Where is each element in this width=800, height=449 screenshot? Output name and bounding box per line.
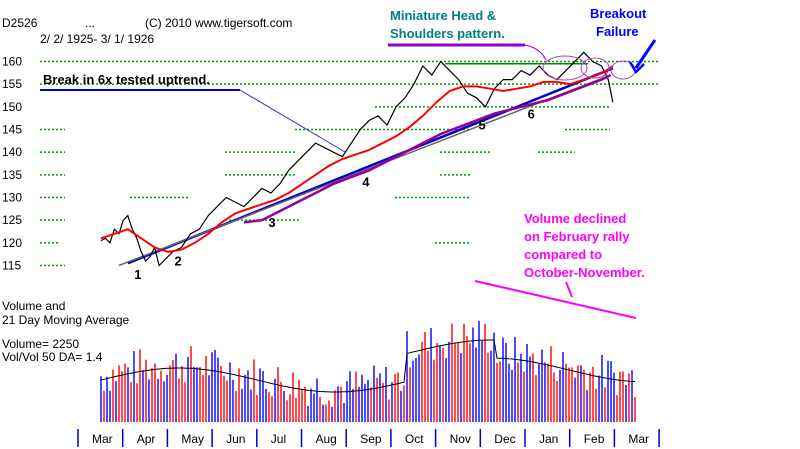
trendline xyxy=(118,74,611,267)
annotation-break-uptrend: Break in 6x tested uptrend. xyxy=(43,72,210,87)
volume-title: Volume and xyxy=(2,299,65,313)
y-tick-label: 145 xyxy=(2,123,22,137)
left-shoulder-circle xyxy=(542,55,588,81)
month-label: Jul xyxy=(271,432,286,446)
annotation-head-shoulders-2: Shoulders pattern. xyxy=(390,26,505,41)
annotation-breakout: Breakout xyxy=(590,6,647,21)
month-axis: Mar Apr May Jun Jul Aug Sep Oct Nov Dec Jan Feb Mar xyxy=(77,429,660,447)
touch-point-label: 3 xyxy=(268,215,275,230)
month-label: Feb xyxy=(584,432,605,446)
month-label: Dec xyxy=(494,432,515,446)
copyright-text: (C) 2010 www.tigersoft.com xyxy=(145,16,292,30)
head-circle xyxy=(580,57,610,79)
month-label: Sep xyxy=(360,432,382,446)
y-tick-label: 140 xyxy=(2,145,22,159)
annotation-volume-4: October-November. xyxy=(524,265,645,280)
touch-point-label: 1 xyxy=(134,267,141,282)
touch-point-label: 2 xyxy=(175,254,182,269)
trendline-touch-points: 1 2 3 4 5 6 xyxy=(134,106,535,282)
month-label: May xyxy=(181,432,204,446)
y-tick-label: 160 xyxy=(2,55,22,69)
volume-bars xyxy=(100,320,636,422)
price-series xyxy=(100,51,614,267)
month-label: Mar xyxy=(92,432,113,446)
annotation-volume-2: on February rally xyxy=(524,229,630,244)
month-label: Jun xyxy=(226,432,245,446)
month-label: Jan xyxy=(539,432,558,446)
y-tick-label: 120 xyxy=(2,236,22,250)
volume-subtitle: 21 Day Moving Average xyxy=(2,313,130,327)
annotation-head-shoulders-1: Miniature Head & xyxy=(390,8,496,23)
month-label: Mar xyxy=(628,432,649,446)
price-axis: 115 120 125 130 135 140 145 150 155 160 xyxy=(2,55,22,273)
touch-point-label: 6 xyxy=(528,106,535,121)
month-label: Apr xyxy=(137,432,156,446)
series-line xyxy=(100,65,614,253)
header-ellipsis: ... xyxy=(85,16,95,30)
month-label: Oct xyxy=(405,432,424,446)
touch-point-label: 4 xyxy=(362,174,370,189)
trendlines xyxy=(118,63,614,267)
series-line xyxy=(100,51,614,267)
series-line xyxy=(243,73,612,224)
month-label: Aug xyxy=(316,432,337,446)
price-gridlines xyxy=(40,60,660,267)
annotation-volume-3: compared to xyxy=(524,247,602,262)
ticker-label: D2526 xyxy=(2,16,38,30)
breakout-failure-arrowhead xyxy=(628,61,645,75)
y-tick-label: 135 xyxy=(2,168,22,182)
y-tick-label: 125 xyxy=(2,213,22,227)
y-tick-label: 150 xyxy=(2,100,22,114)
annotation-break-pointer xyxy=(239,89,346,153)
y-tick-label: 115 xyxy=(2,259,21,273)
volume-readout: Volume= 2250 xyxy=(2,337,79,351)
annotation-failure: Failure xyxy=(596,24,639,39)
y-tick-label: 155 xyxy=(2,77,22,91)
volume-moving-average-line xyxy=(100,339,636,393)
breakout-failure-arrow xyxy=(634,39,657,69)
volume-decline-pointer xyxy=(565,281,573,298)
volume-decline-line xyxy=(474,280,637,319)
vol-ratio-readout: Vol/Vol 50 DA= 1.4 xyxy=(2,350,103,364)
y-tick-label: 130 xyxy=(2,191,22,205)
month-label: Nov xyxy=(450,432,471,446)
date-range: 2/ 2/ 1925- 3/ 1/ 1926 xyxy=(40,32,154,46)
touch-point-label: 5 xyxy=(478,118,485,133)
annotation-head-shoulders-pointer xyxy=(524,44,547,61)
annotation-volume-1: Volume declined xyxy=(524,211,626,226)
